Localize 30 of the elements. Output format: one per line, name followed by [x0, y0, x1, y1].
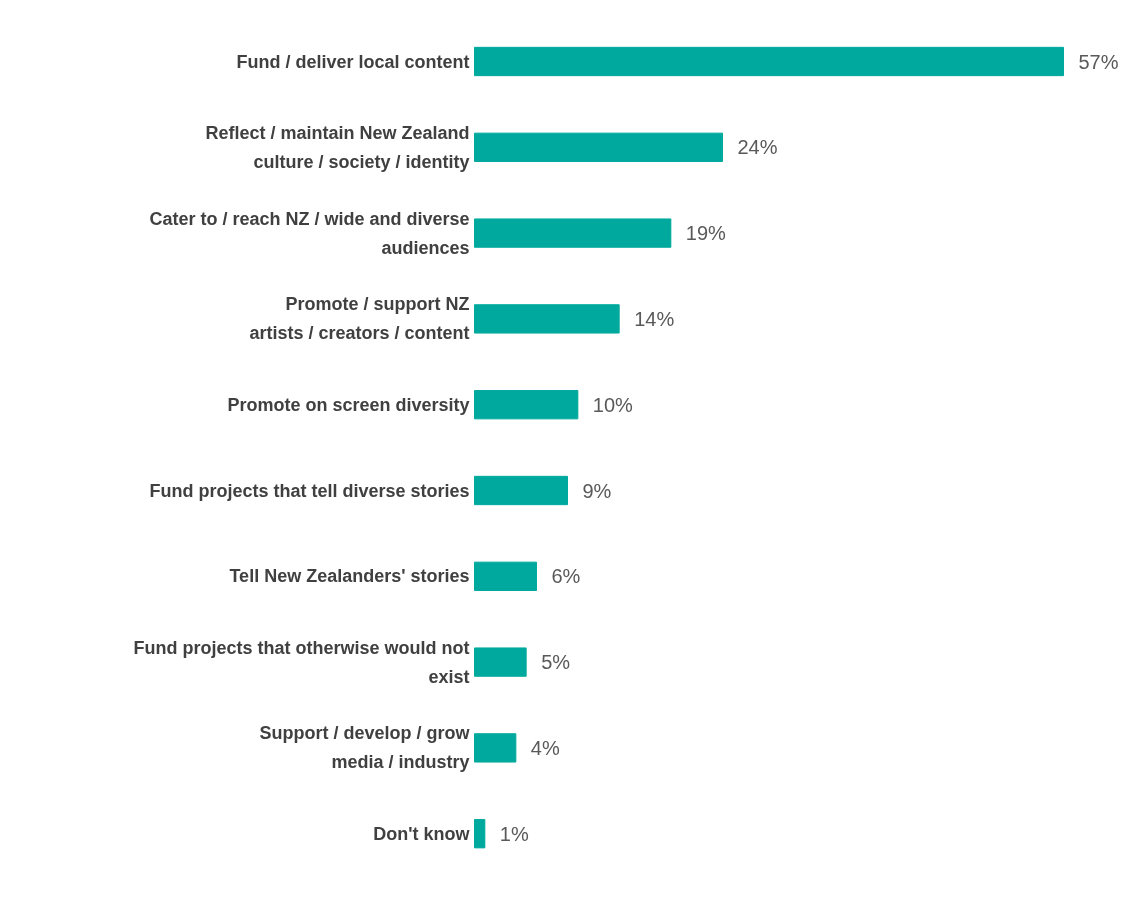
y-tick-label: Promote / support NZ artists / creators / content: [249, 294, 470, 344]
data-label: 10%: [592, 393, 634, 416]
y-tick-label: Support / develop / grow media / industry: [259, 723, 471, 773]
data-label: 14%: [634, 307, 675, 330]
bar: [474, 218, 672, 248]
y-tick-label: Fund / deliver local content: [236, 51, 470, 72]
data-label: 1%: [499, 822, 529, 845]
data-label: 24%: [737, 136, 778, 159]
bar: [474, 819, 486, 849]
y-tick-label: Fund projects that tell diverse stories: [149, 480, 470, 501]
bar: [474, 561, 537, 591]
bar: [474, 46, 1064, 77]
data-label: 19%: [685, 222, 727, 245]
data-label: 4%: [530, 736, 560, 759]
data-label: 6%: [551, 565, 581, 588]
y-tick-label: Fund projects that otherwise would not exist: [133, 637, 470, 687]
y-tick-label: Tell New Zealanders' stories: [229, 566, 470, 587]
bar: [474, 647, 527, 677]
y-tick-label: Promote on screen diversity: [227, 394, 470, 415]
y-tick-label: Cater to / reach NZ / wide and diverse audiences: [149, 208, 470, 258]
data-label: 9%: [582, 479, 612, 502]
y-tick-label: Reflect / maintain New Zealand culture / society / identity: [205, 122, 470, 172]
bar: [474, 475, 568, 506]
data-label: 57%: [1078, 50, 1119, 73]
bar: [474, 390, 579, 420]
bar: [474, 132, 723, 162]
data-label: 5%: [541, 651, 571, 674]
y-tick-label: Don't know: [373, 823, 471, 844]
bar: [474, 304, 620, 334]
bar: [474, 733, 517, 763]
